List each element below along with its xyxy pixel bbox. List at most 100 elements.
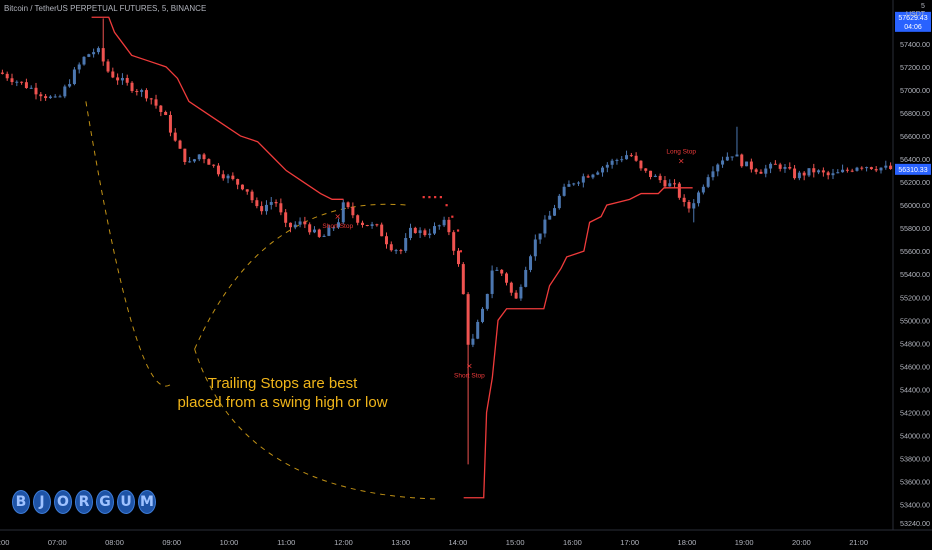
annotation-arc-left	[85, 101, 173, 387]
candle-body	[327, 227, 331, 236]
candle-body	[250, 191, 254, 201]
candle-body	[288, 222, 292, 228]
candle-body	[322, 235, 326, 237]
candle-body	[855, 167, 859, 171]
candle-body	[629, 155, 633, 157]
candle-body	[303, 221, 307, 225]
x-tick-label: 21:00	[849, 538, 868, 547]
candle-body	[874, 169, 878, 171]
annotation-text: Trailing Stops are best placed from a sw…	[150, 374, 415, 412]
candle-body	[596, 172, 600, 175]
candle-body	[29, 87, 33, 89]
candle-body	[572, 183, 576, 185]
stop-marker-x: ×	[466, 362, 473, 371]
candle-body	[240, 184, 244, 190]
y-tick-label: 53600.00	[900, 478, 930, 487]
candle-body	[125, 77, 129, 83]
candle-body	[356, 215, 360, 223]
candle-body	[178, 140, 182, 149]
short-stop-dot	[439, 196, 442, 199]
candle-body	[701, 186, 705, 193]
candle-body	[351, 207, 355, 216]
candle-body	[389, 244, 393, 251]
candle-body	[711, 171, 715, 178]
candle-body	[183, 148, 187, 163]
candle-body	[553, 208, 557, 216]
candle-body	[869, 167, 873, 170]
candle-body	[557, 195, 561, 209]
candle-body	[461, 264, 465, 295]
logo-letter: R	[75, 490, 93, 514]
annotation-arc-right	[194, 348, 436, 500]
y-tick-label: 57000.00	[900, 86, 930, 95]
candle-body	[236, 179, 240, 185]
candle-body	[778, 164, 782, 169]
chart-title: Bitcoin / TetherUS PERPETUAL FUTURES, 5,…	[4, 4, 207, 13]
candle-body	[72, 69, 76, 85]
stop-marker-label: Short Stop	[322, 223, 353, 230]
y-tick-label: 56600.00	[900, 132, 930, 141]
candle-body	[509, 282, 513, 293]
stop-marker-label: Short Stop	[454, 373, 485, 380]
x-tick-label: 15:00	[506, 538, 525, 547]
price-badge-timer: 04:06	[904, 24, 922, 31]
candle-body	[586, 176, 590, 178]
candle-body	[845, 169, 849, 171]
candle-body	[682, 197, 686, 202]
x-tick-label: 09:00	[162, 538, 181, 547]
candle-body	[749, 161, 753, 170]
short-stop-dot	[445, 204, 448, 207]
candle-body	[255, 200, 259, 207]
candle-body	[63, 86, 67, 97]
x-tick-label: 11:00	[277, 538, 295, 547]
candle-body	[677, 183, 681, 198]
annotation-line-1: Trailing Stops are best	[207, 375, 358, 392]
candle-body	[346, 202, 350, 208]
candle-body	[10, 78, 14, 83]
candle-body	[197, 154, 201, 160]
candle-body	[577, 182, 581, 184]
candle-body	[44, 96, 48, 99]
price-badge	[895, 11, 931, 32]
short-stop-dot	[456, 229, 460, 232]
short-trailing-stop-line	[91, 16, 344, 200]
candle-body	[116, 77, 120, 81]
candle-body	[408, 227, 412, 239]
candle-body	[168, 114, 172, 133]
candle-body	[788, 167, 792, 169]
logo-letter: J	[33, 490, 51, 514]
candle-body	[538, 233, 542, 240]
candle-body	[130, 82, 134, 92]
candle-body	[341, 202, 345, 223]
logo-letter: G	[96, 490, 114, 514]
stop-marker-x: ×	[334, 212, 341, 221]
candle-body	[111, 71, 115, 78]
short-stop-dot	[459, 250, 463, 253]
candle-body	[418, 230, 422, 234]
x-tick-label: 12:00	[334, 538, 353, 547]
stop-marker-label: Long Stop	[666, 149, 696, 156]
short-stop-dot	[434, 196, 437, 199]
candle-body	[529, 256, 533, 270]
price-badge-label: 57629.43	[898, 15, 927, 22]
candle-body	[92, 52, 96, 55]
stop-marker-x: ×	[678, 157, 685, 166]
x-tick-label: 08:00	[105, 538, 124, 547]
candle-body	[735, 154, 739, 157]
candle-body	[192, 159, 196, 162]
y-tick-label: 54600.00	[900, 362, 930, 371]
candle-body	[658, 175, 662, 181]
candle-body	[591, 174, 595, 178]
y-tick-label: 55600.00	[900, 247, 930, 256]
short-stop-dot	[451, 215, 454, 218]
candle-body	[740, 154, 744, 167]
candle-body	[394, 250, 398, 252]
candle-body	[173, 132, 177, 141]
y-tick-label: 57400.00	[900, 40, 930, 49]
candle-body	[663, 180, 667, 187]
candle-body	[807, 168, 811, 176]
candle-body	[793, 168, 797, 179]
candle-body	[120, 77, 124, 81]
candle-body	[437, 225, 441, 227]
